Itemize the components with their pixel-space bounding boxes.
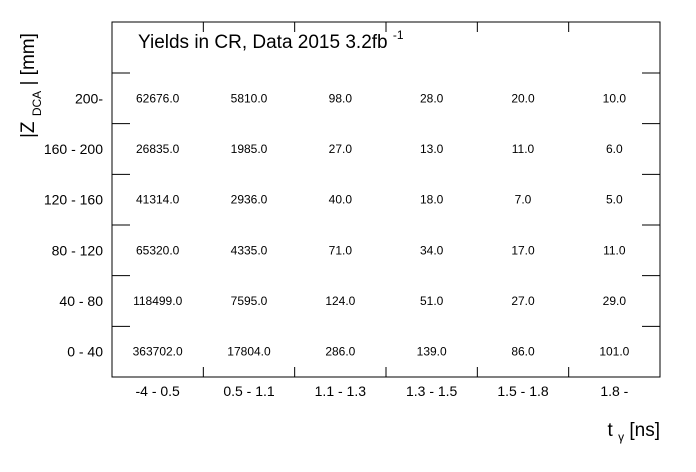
table-cell-value: 118499.0 <box>133 294 182 308</box>
table-cell-value: 11.0 <box>512 142 535 156</box>
table-cell-value: 41314.0 <box>136 193 180 207</box>
table-cell-value: 5.0 <box>606 193 623 207</box>
table-cell-value: 20.0 <box>511 91 535 105</box>
table-cell-value: 1985.0 <box>231 142 268 156</box>
x-axis-label: t γ [ns] <box>608 420 660 446</box>
y-tick-label: 80 - 120 <box>52 242 104 258</box>
cell-layer: 363702.0 17804.0 286.0 139.0 86.0 101.0 118499… <box>133 91 630 358</box>
x-tick-label: 1.1 - 1.3 <box>315 383 367 399</box>
x-axis-label-unit: [ns] <box>629 420 660 441</box>
table-cell-value: 2936.0 <box>231 193 268 207</box>
table-cell-value: 286.0 <box>325 345 355 359</box>
table-cell-value: 124.0 <box>325 294 355 308</box>
y-tick-label: 200- <box>75 90 103 106</box>
table-cell-value: 28.0 <box>420 91 444 105</box>
y-tick-label: 40 - 80 <box>59 293 103 309</box>
chart-title-text: Yields in CR, Data 2015 3.2fb <box>138 32 388 53</box>
table-cell-value: 27.0 <box>511 294 535 308</box>
table-cell-value: 86.0 <box>511 345 535 359</box>
x-tick-label: 1.8 - <box>600 383 628 399</box>
plot-frame <box>111 21 661 378</box>
table-cell-value: 17.0 <box>511 243 535 257</box>
table-cell-value: 363702.0 <box>133 345 183 359</box>
table-cell-value: 7.0 <box>515 193 532 207</box>
table-cell-value: 51.0 <box>420 294 444 308</box>
table-cell-value: 10.0 <box>603 91 627 105</box>
table-cell-value: 27.0 <box>329 142 353 156</box>
table-cell-value: 29.0 <box>603 294 627 308</box>
y-axis-label-suffix: | [mm] <box>18 33 39 85</box>
table-cell-value: 34.0 <box>420 243 444 257</box>
chart-title-superscript: -1 <box>393 28 404 42</box>
table-cell-value: 13.0 <box>420 142 444 156</box>
y-tick-label: 0 - 40 <box>67 344 103 360</box>
table-cell-value: 139.0 <box>417 345 447 359</box>
x-axis-label-subscript: γ <box>618 430 624 444</box>
y-tick-label-layer: 0 - 40 40 - 80 80 - 120 120 - 160 160 - 200 2… <box>44 90 103 359</box>
x-tick-label: 1.3 - 1.5 <box>406 383 458 399</box>
table-cell-value: 4335.0 <box>231 243 268 257</box>
table-cell-value: 62676.0 <box>136 91 180 105</box>
x-tick-label: 1.5 - 1.8 <box>497 383 549 399</box>
table-cell-value: 17804.0 <box>227 345 271 359</box>
table-cell-value: 98.0 <box>329 91 353 105</box>
y-tick-label: 120 - 160 <box>44 192 103 208</box>
x-tick-label: -4 - 0.5 <box>135 383 180 399</box>
x-tick-label: 0.5 - 1.1 <box>223 383 275 399</box>
y-axis-label: |Z DCA | [mm] <box>18 33 46 138</box>
x-tick-label-layer: -4 - 0.5 0.5 - 1.1 1.1 - 1.3 1.3 - 1.5 1.5 -… <box>135 383 628 399</box>
table-cell-value: 6.0 <box>606 142 623 156</box>
x-axis-label-main: t <box>608 420 614 441</box>
y-axis-label-prefix: |Z <box>18 121 39 138</box>
table-cell-value: 11.0 <box>603 243 626 257</box>
y-tick-label: 160 - 200 <box>44 141 103 157</box>
table-cell-value: 65320.0 <box>136 243 180 257</box>
chart-title: Yields in CR, Data 2015 3.2fb -1 <box>138 28 404 53</box>
table-cell-value: 7595.0 <box>231 294 268 308</box>
tick-layer <box>112 22 660 377</box>
table-cell-value: 18.0 <box>420 193 444 207</box>
table-cell-value: 40.0 <box>329 193 353 207</box>
y-axis-label-subscript: DCA <box>30 91 44 116</box>
table-cell-value: 5810.0 <box>231 91 268 105</box>
table-cell-value: 101.0 <box>599 345 629 359</box>
table-cell-value: 71.0 <box>329 243 353 257</box>
table-cell-value: 26835.0 <box>136 142 180 156</box>
